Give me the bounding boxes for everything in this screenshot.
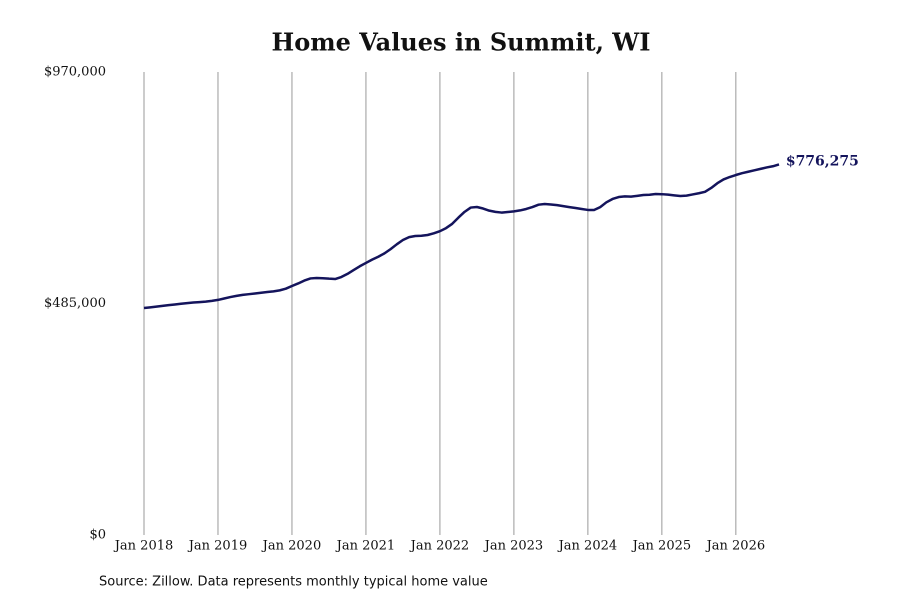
x-tick-label: Jan 2022 — [409, 539, 470, 554]
x-tick-label: Jan 2024 — [557, 539, 618, 554]
x-tick-label: Jan 2021 — [335, 539, 396, 554]
x-tick-label: Jan 2019 — [187, 539, 248, 554]
value-label: $776,275 — [786, 153, 859, 169]
x-tick-label: Jan 2018 — [113, 539, 174, 554]
x-tick-label: Jan 2025 — [631, 539, 692, 554]
y-tick-label: $485,000 — [44, 296, 106, 311]
chart-title: Home Values in Summit, WI — [272, 28, 651, 57]
y-tick-label: $970,000 — [44, 65, 106, 80]
x-tick-label: Jan 2026 — [705, 539, 766, 554]
source-note: Source: Zillow. Data represents monthly … — [99, 575, 488, 590]
y-tick-label: $0 — [89, 528, 106, 543]
x-tick-label: Jan 2023 — [483, 539, 544, 554]
x-tick-label: Jan 2020 — [261, 539, 322, 554]
series-line — [143, 163, 780, 310]
